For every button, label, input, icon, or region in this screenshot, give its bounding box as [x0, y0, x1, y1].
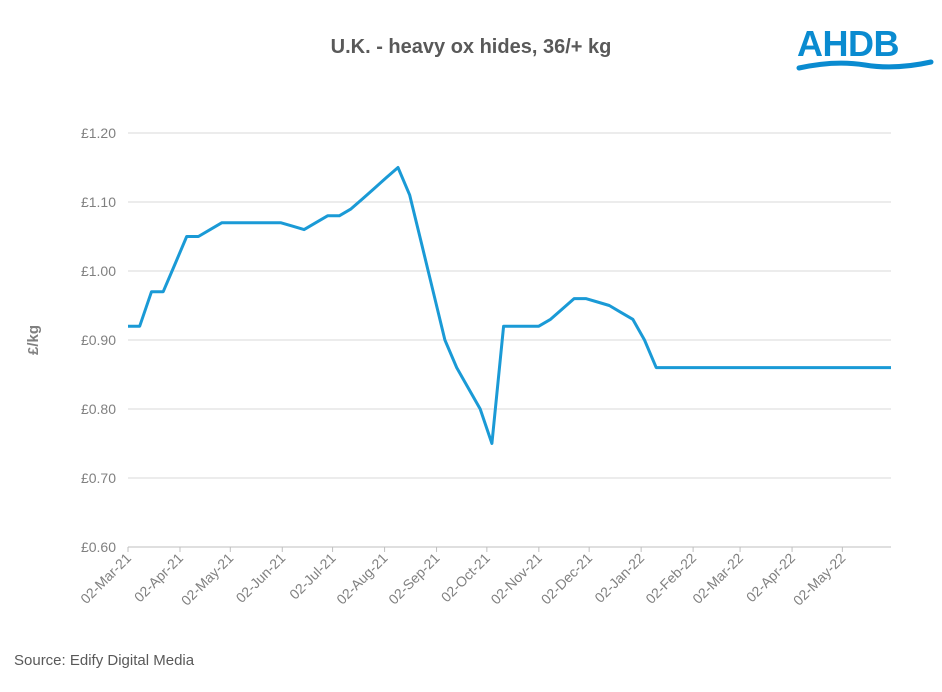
chart-title: U.K. - heavy ox hides, 36/+ kg	[330, 36, 612, 58]
y-tick-label: £1.20	[81, 125, 116, 141]
x-tick-label: 02-May-21	[178, 550, 237, 609]
x-tick-label: 02-Mar-22	[689, 550, 746, 607]
y-tick-label: £0.70	[81, 470, 116, 486]
x-tick-label: 02-Nov-21	[487, 550, 545, 608]
x-tick-label: 02-Aug-21	[333, 550, 391, 608]
source-note: Source: Edify Digital Media	[14, 652, 195, 669]
x-tick-label: 02-Jun-21	[233, 550, 289, 606]
price-series-line	[128, 166, 891, 445]
x-tick-label: 02-Oct-21	[438, 550, 493, 605]
y-tick-label: £0.80	[81, 401, 116, 417]
ahdb-logo: AHDB	[795, 18, 935, 88]
x-tick-label: 02-Jul-21	[286, 550, 339, 603]
x-tick-label: 02-Dec-21	[538, 550, 596, 608]
x-tick-label: 02-Mar-21	[77, 550, 134, 607]
x-tick-labels: 02-Mar-2102-Apr-2102-May-2102-Jun-2102-J…	[77, 550, 849, 609]
y-tick-label: £1.00	[81, 263, 116, 279]
x-tick-label: 02-Jan-22	[591, 550, 647, 606]
y-tick-label: £1.10	[81, 194, 116, 210]
y-tick-label: £0.60	[81, 539, 116, 555]
x-tick-label: 02-Sep-21	[385, 550, 443, 608]
gridlines	[127, 132, 891, 552]
series-group	[128, 166, 891, 445]
y-axis-label: £/kg	[25, 325, 42, 355]
logo-wave	[796, 59, 934, 71]
y-tick-label: £0.90	[81, 332, 116, 348]
y-tick-labels: £0.60 £0.70 £0.80 £0.90 £1.00 £1.10 £1.20	[81, 125, 116, 555]
x-tick-label: 02-May-22	[790, 550, 849, 609]
logo-text: AHDB	[797, 23, 899, 64]
